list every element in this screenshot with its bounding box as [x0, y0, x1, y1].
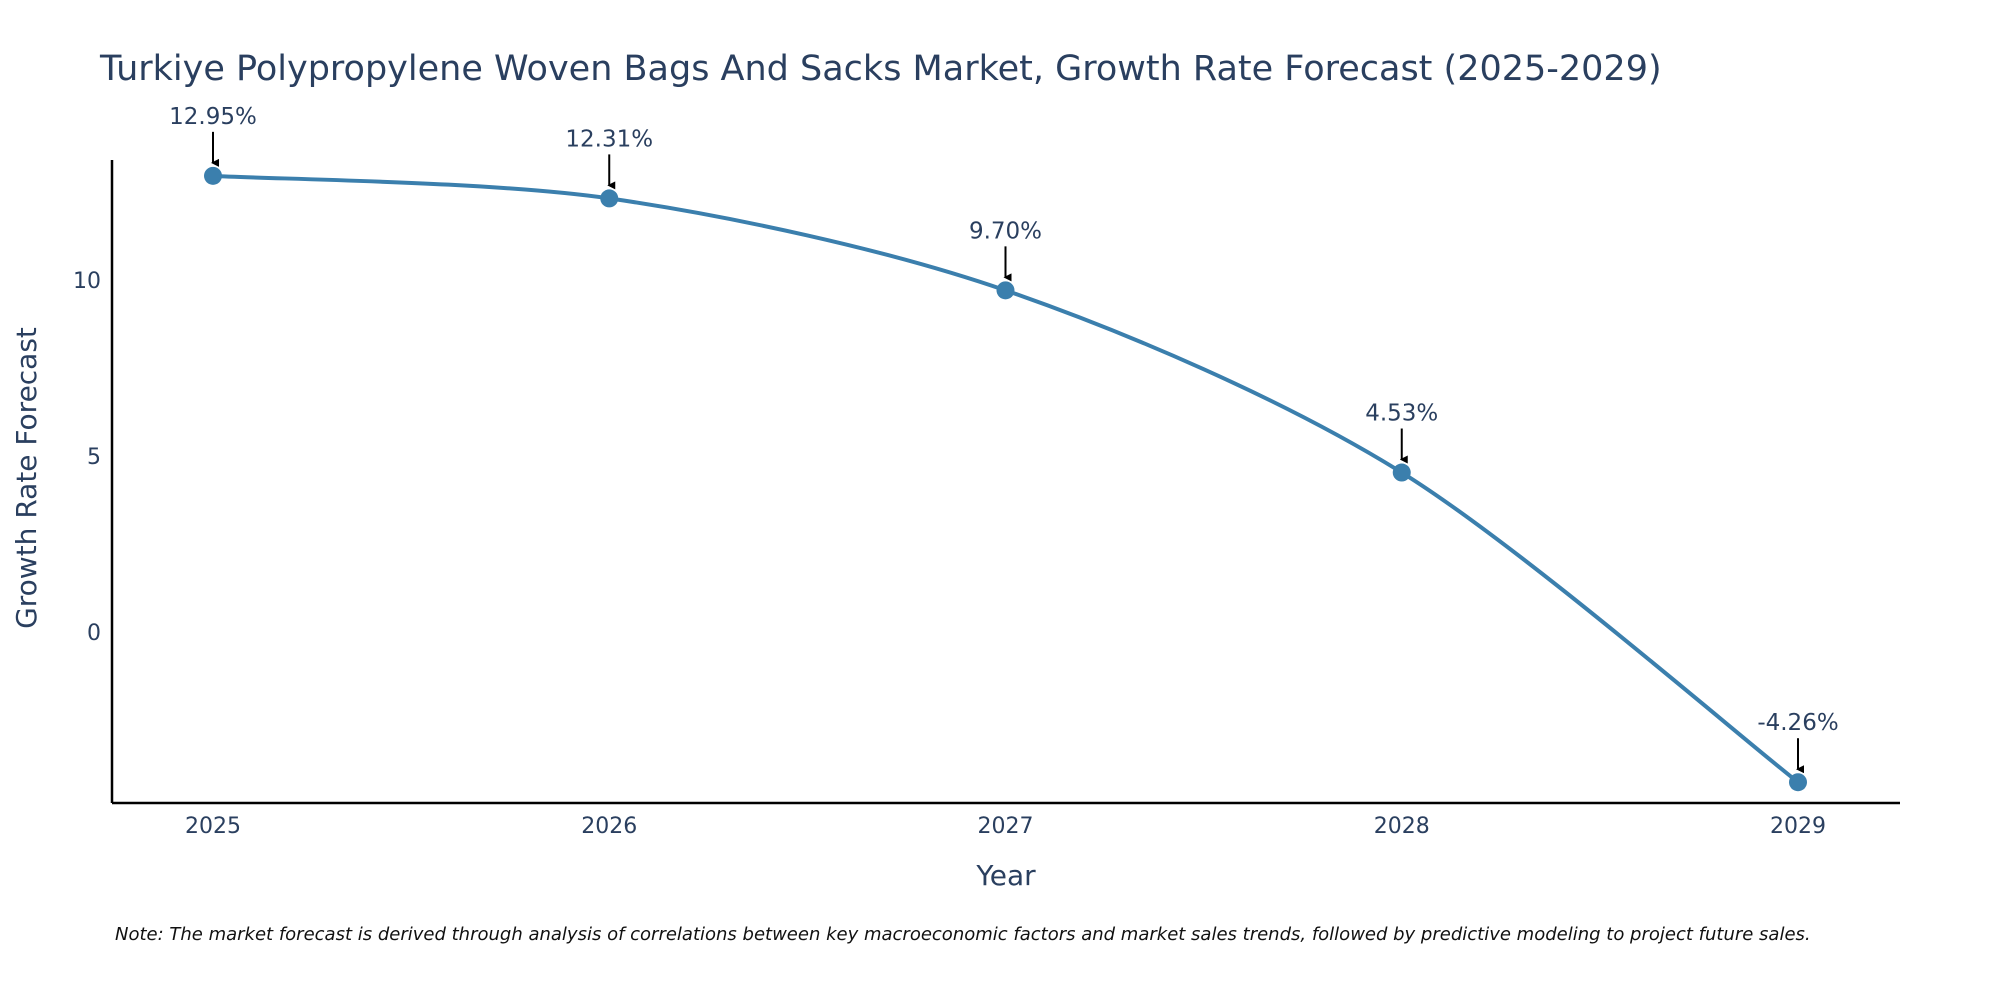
data-label: 12.31% — [565, 126, 653, 152]
x-axis-title: Year — [975, 859, 1036, 892]
data-label: 9.70% — [969, 218, 1042, 244]
data-point-marker — [600, 189, 619, 208]
marker-group — [204, 166, 1807, 792]
x-tick-label: 2029 — [1770, 814, 1826, 839]
y-tick-label: 10 — [73, 269, 101, 294]
chart-note: Note: The market forecast is derived thr… — [115, 924, 1811, 945]
annotation-group: 12.95% 12.31% 9.70% 4.53% -4.26% — [169, 104, 1839, 774]
x-tick-label: 2025 — [185, 814, 241, 839]
y-tick-label: 0 — [87, 621, 101, 646]
data-point-marker — [204, 166, 222, 185]
x-tick-label: 2026 — [581, 814, 637, 839]
data-point-marker — [1789, 773, 1807, 792]
y-tick-label: 5 — [87, 445, 101, 470]
x-tick-label: 2028 — [1374, 814, 1430, 839]
data-point-marker — [1392, 463, 1411, 482]
chart-title: Turkiye Polypropylene Woven Bags And Sac… — [99, 49, 1662, 89]
data-label: 12.95% — [169, 104, 257, 130]
y-axis-title: Growth Rate Forecast — [10, 327, 43, 629]
data-label: 4.53% — [1365, 401, 1438, 427]
data-label: -4.26% — [1757, 710, 1838, 736]
series-line — [212, 173, 1800, 784]
y-tick-group: 0 5 10 — [73, 269, 101, 646]
data-point-marker — [996, 281, 1015, 300]
x-tick-group: 2025 2026 2027 2028 2029 — [185, 814, 1826, 839]
x-tick-label: 2027 — [978, 814, 1034, 839]
